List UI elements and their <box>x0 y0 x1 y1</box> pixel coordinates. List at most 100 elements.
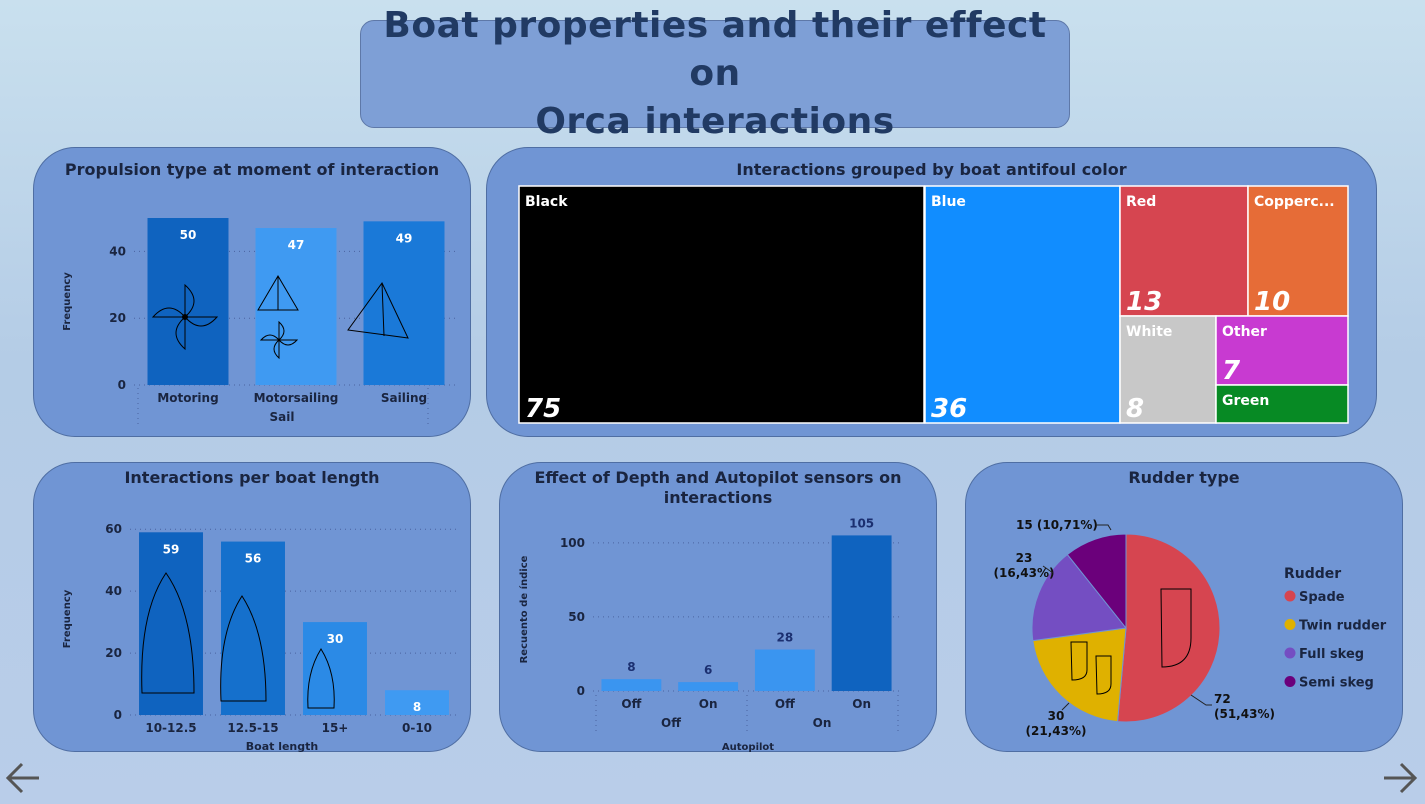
propeller-hub <box>182 314 188 320</box>
legend-item: Spade <box>1299 590 1345 605</box>
treemap-value: 7 <box>1222 356 1241 386</box>
legend-title: Rudder <box>1284 566 1341 582</box>
treemap-tile <box>1119 185 1249 317</box>
sensors-title: Effect of Depth and Autopilot sensors on… <box>500 468 936 508</box>
sensors-title-line1: Effect of Depth and Autopilot sensors on <box>534 468 902 487</box>
x-axis-title: Autopilot <box>722 742 774 753</box>
sail-icon <box>347 282 409 339</box>
pie-data-label: 30 <box>1048 709 1065 723</box>
bar <box>831 535 892 691</box>
y-axis-title: Recuento de índice <box>518 555 530 663</box>
propulsion-card[interactable]: Propulsion type at moment of interaction… <box>33 147 471 437</box>
sail-icon <box>257 275 299 311</box>
legend-item: Full skeg <box>1299 647 1364 662</box>
treemap-label: Copperc... <box>1254 194 1335 210</box>
bar <box>363 221 445 385</box>
page-title: Boat properties and their effect on Orca… <box>361 2 1069 146</box>
y-axis-title: Frequency <box>62 272 73 331</box>
treemap-tile <box>1119 315 1217 424</box>
bar <box>221 541 285 715</box>
antifoul-title: Interactions grouped by boat antifoul co… <box>736 160 1127 179</box>
pie-data-label: (16,43%) <box>994 566 1055 580</box>
x-tick-label: 12.5-15 <box>227 721 278 735</box>
legend-marker <box>1284 676 1296 687</box>
page-title-box: Boat properties and their effect on Orca… <box>360 5 1070 142</box>
rudder-chart[interactable]: 72(51,43%) 30(21,43%) 23(16,43%) 15 (10,71%… <box>966 463 1404 753</box>
x-group-label: On <box>813 716 832 730</box>
bar <box>678 682 739 691</box>
y-tick-label: 20 <box>109 311 126 325</box>
treemap-label: Green <box>1222 393 1269 409</box>
data-label: 28 <box>777 631 794 645</box>
treemap-label: Red <box>1126 194 1156 210</box>
bar <box>147 218 229 385</box>
treemap-value: 8 <box>1126 394 1144 424</box>
treemap-value: 13 <box>1126 287 1162 317</box>
x-axis-title: Sail <box>270 410 295 424</box>
y-tick-label: 0 <box>577 684 585 698</box>
data-label: 30 <box>327 632 344 646</box>
y-tick-label: 40 <box>109 244 126 258</box>
antifoul-treemap[interactable]: Black 75 Blue 36 Red 13 Copperc... 10 White 8 Othe… <box>487 148 1378 438</box>
hull-icon <box>307 648 335 709</box>
legend-item: Twin rudder <box>1299 619 1387 634</box>
rudder-icon <box>1095 655 1112 695</box>
legend-item: Semi skeg <box>1299 676 1374 691</box>
pie-data-label: 72 <box>1214 692 1231 706</box>
y-tick-label: 0 <box>118 378 126 392</box>
length-title: Interactions per boat length <box>124 468 380 487</box>
sensors-chart[interactable]: 0 50 100 8 Off 6 On 28 Off 105 On Recuento de índic… <box>500 463 938 753</box>
data-label: 50 <box>180 228 197 242</box>
x-tick-label: Off <box>775 697 795 711</box>
hull-icon <box>141 572 195 694</box>
y-tick-label: 40 <box>105 584 122 598</box>
rudder-icon <box>1070 641 1088 681</box>
y-tick-label: 50 <box>568 610 585 624</box>
x-tick-label: 15+ <box>322 721 349 735</box>
treemap-tile <box>924 185 1121 424</box>
legend-marker <box>1284 590 1296 602</box>
arrow-right-icon[interactable] <box>1380 760 1420 796</box>
treemap-tile <box>1215 384 1349 424</box>
length-chart[interactable]: 0 20 40 60 59 10-12.5 56 12.5-15 30 15+ 8 0-10 Frequ… <box>34 463 472 753</box>
pie-slice <box>1032 627 1127 723</box>
bar <box>601 679 662 691</box>
sensors-card[interactable]: Effect of Depth and Autopilot sensors on… <box>499 462 938 753</box>
data-label: 6 <box>704 663 712 677</box>
x-tick-label: 10-12.5 <box>145 721 196 735</box>
leader-line <box>1061 702 1070 711</box>
x-tick-label: Motorsailing <box>254 391 339 405</box>
treemap-label: Other <box>1222 324 1267 340</box>
x-group-label: Off <box>661 716 681 730</box>
bar <box>754 649 815 691</box>
hull-icon <box>220 595 267 702</box>
pie-slice <box>1117 533 1221 723</box>
leader-line <box>1096 524 1112 531</box>
rudder-title: Rudder type <box>1128 468 1240 487</box>
arrow-left-icon[interactable] <box>3 760 43 796</box>
y-axis-title: Frequency <box>62 589 73 648</box>
length-card[interactable]: Interactions per boat length 0 20 40 60 59 10… <box>33 462 472 753</box>
treemap-value: 75 <box>525 394 561 424</box>
pie-data-label: 15 (10,71%) <box>1016 518 1098 532</box>
rudder-card[interactable]: Rudder type 72 (51,43%) 30 (21,43%) 23 (16,43… <box>965 462 1403 752</box>
propeller-icon <box>259 320 299 360</box>
data-label: 8 <box>413 700 421 714</box>
propeller-icon <box>151 283 219 351</box>
pie-data-label: (51,43%) <box>1214 707 1275 721</box>
antifoul-card[interactable]: Interactions grouped by boat antifoul co… <box>486 147 1377 437</box>
page-title-line2: Orca interactions <box>535 101 895 142</box>
x-tick-label: Off <box>621 697 641 711</box>
propulsion-chart[interactable]: 0 20 40 50 Motoring 47 Motorsailing 49 Sailing Fr… <box>34 148 472 438</box>
treemap-label: White <box>1126 324 1172 340</box>
x-tick-label: On <box>699 697 718 711</box>
pie-data-label: 23 <box>1016 551 1033 565</box>
treemap-value: 36 <box>931 394 967 424</box>
data-label: 105 <box>849 516 874 530</box>
data-label: 49 <box>396 231 413 245</box>
data-label: 47 <box>288 238 305 252</box>
treemap-value: 10 <box>1254 287 1290 317</box>
treemap-label: Black <box>525 194 568 210</box>
data-label: 8 <box>627 660 635 674</box>
bar <box>139 532 203 715</box>
